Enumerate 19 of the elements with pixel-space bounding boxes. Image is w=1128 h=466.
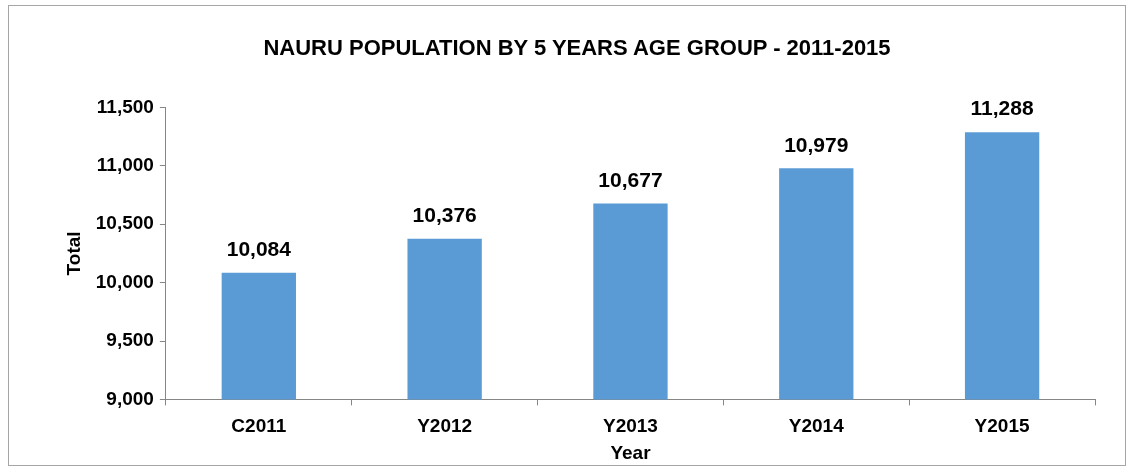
y-tick-label: 10,500 xyxy=(95,212,154,234)
x-tick-label: Y2013 xyxy=(602,415,658,437)
data-label: 10,677 xyxy=(598,167,663,191)
data-label: 10,376 xyxy=(412,202,477,226)
x-tick-label: C2011 xyxy=(231,415,287,437)
data-label: 10,084 xyxy=(226,237,292,261)
data-label: 10,979 xyxy=(784,132,849,156)
y-tick-label: 11,500 xyxy=(96,95,154,117)
y-tick-label: 11,000 xyxy=(96,154,154,176)
chart-title: NAURU POPULATION BY 5 YEARS AGE GROUP - 2011-2015 xyxy=(263,35,891,61)
x-tick-label: Y2014 xyxy=(788,415,845,437)
y-tick-label: 9,000 xyxy=(106,387,154,409)
x-tick-label: Y2015 xyxy=(974,415,1030,437)
x-axis-title: Year xyxy=(610,441,652,463)
y-tick-label: 10,000 xyxy=(95,270,154,292)
x-tick-label: Y2012 xyxy=(417,415,473,437)
data-label: 11,288 xyxy=(970,96,1034,120)
y-axis-title: Total xyxy=(62,231,84,276)
y-tick-label: 9,500 xyxy=(106,329,154,351)
